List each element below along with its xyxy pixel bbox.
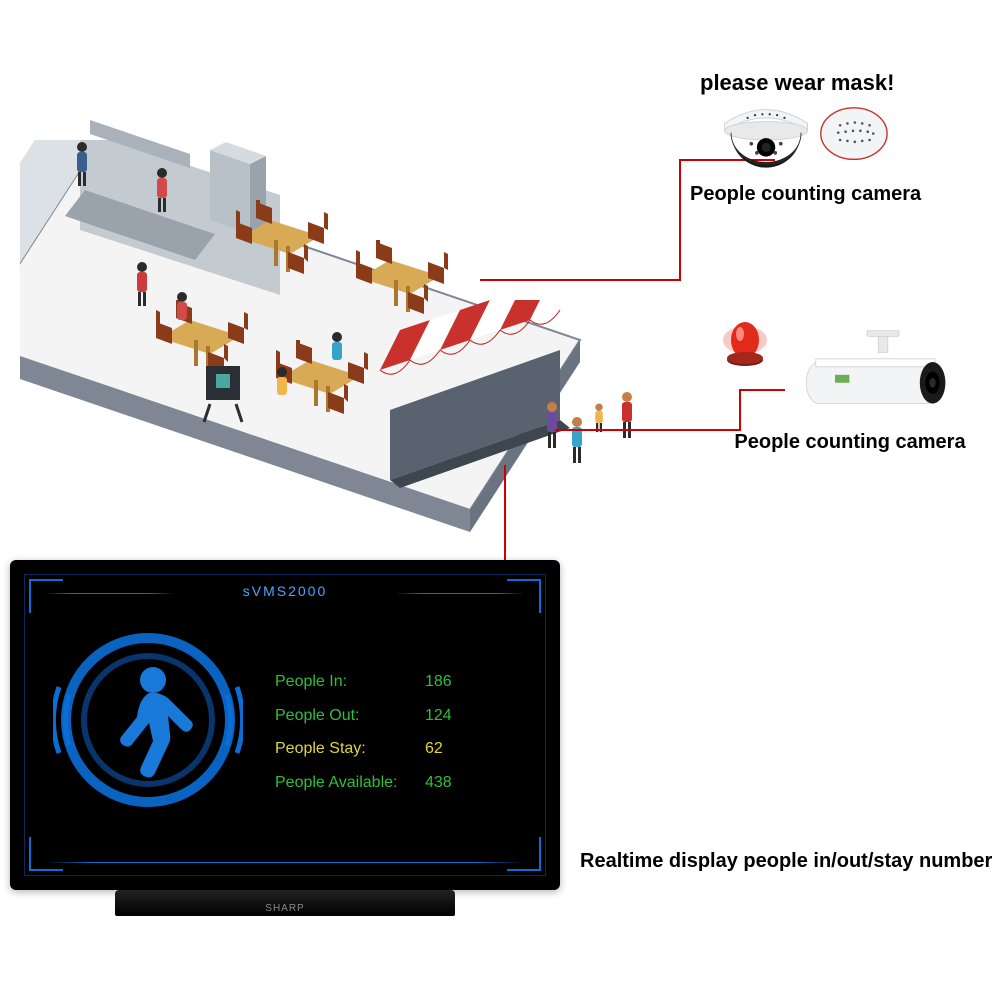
staff-person xyxy=(150,166,174,216)
restaurant-isometric xyxy=(0,100,720,520)
visitor-child xyxy=(590,400,608,440)
realtime-caption: Realtime display people in/out/stay numb… xyxy=(580,850,992,873)
patron xyxy=(270,365,294,415)
bullet-camera-icon xyxy=(795,330,955,420)
monitor-app-title: sVMS2000 xyxy=(25,583,545,599)
waiter xyxy=(130,260,154,310)
staff-person xyxy=(70,140,94,190)
speaker-icon xyxy=(818,105,890,167)
monitor-stand: SHARP xyxy=(115,890,455,916)
bullet-camera-block: People counting camera xyxy=(770,330,980,454)
monitor: sVMS2000 People xyxy=(10,560,560,910)
mask-warning-label: please wear mask! xyxy=(700,70,894,96)
stat-people-out: People Out:124 xyxy=(275,699,485,733)
dome-camera-icon xyxy=(720,105,812,175)
menu-sign xyxy=(200,360,246,424)
dome-camera-block: People counting camera xyxy=(720,105,890,206)
stat-people-available: People Available:438 xyxy=(275,766,485,800)
monitor-brand: SHARP xyxy=(265,903,304,914)
alarm-light-icon xyxy=(720,320,770,380)
walker-icon xyxy=(53,625,243,815)
visitor xyxy=(565,415,589,465)
visitor xyxy=(540,400,564,450)
patron xyxy=(325,330,349,380)
patron xyxy=(170,290,194,340)
people-stats: People In:186 People Out:124 People Stay… xyxy=(275,665,485,799)
monitor-screen: sVMS2000 People xyxy=(24,574,546,876)
stat-people-in: People In:186 xyxy=(275,665,485,699)
visitor xyxy=(615,390,639,440)
stat-people-stay: People Stay:62 xyxy=(275,732,485,766)
